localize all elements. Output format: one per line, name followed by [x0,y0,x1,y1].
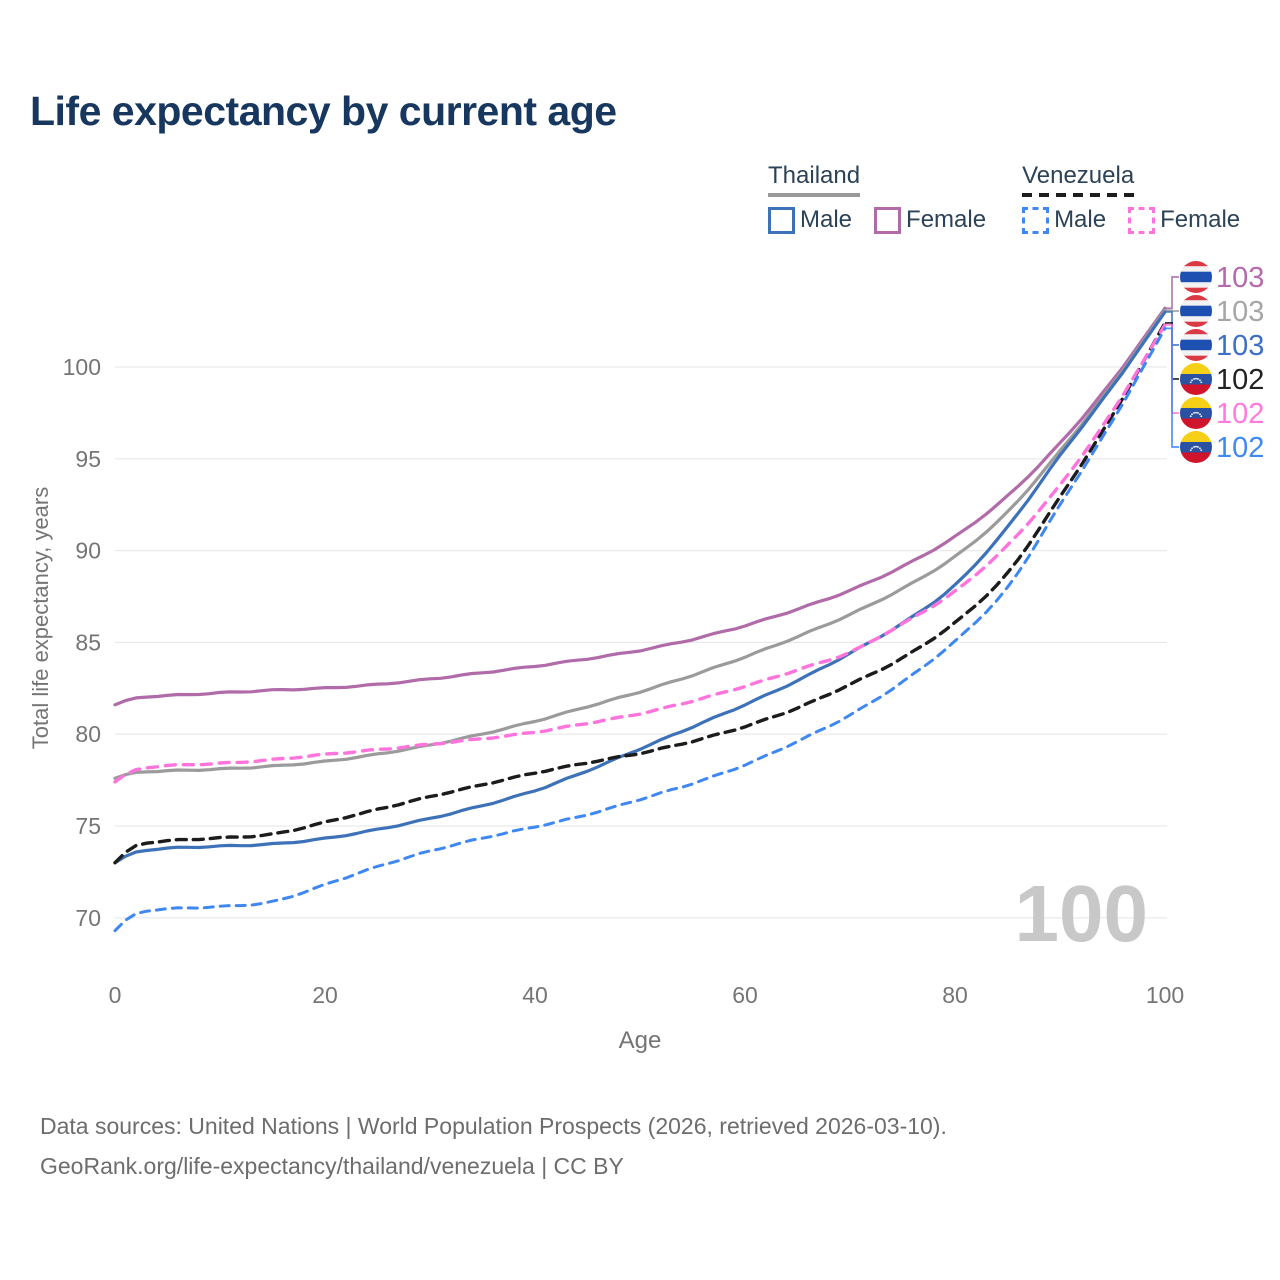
line-thailand-female[interactable] [113,306,1167,707]
legend: Thailand Male Female Venezuela [768,162,1240,234]
line-thailand-male[interactable] [113,310,1167,865]
end-value-label: 103 [1216,330,1264,362]
legend-item-label: Female [1160,206,1241,233]
x-tick-label: 40 [522,982,548,1008]
y-tick-label: 100 [63,354,101,380]
end-value-label: 103 [1216,262,1264,294]
thailand-flag-icon [1180,261,1212,293]
end-value-label: 102 [1216,432,1264,464]
legend-group-venezuela: Venezuela Male Female [1022,162,1240,234]
x-tick-label: 0 [109,982,122,1008]
end-label-leader-line [1165,327,1179,448]
x-tick-label: 80 [942,982,968,1008]
y-tick-label: 70 [75,905,101,931]
footer: Data sources: United Nations | World Pop… [40,1106,947,1186]
x-axis-title: Age [619,1027,662,1054]
attribution-text: GeoRank.org/life-expectancy/thailand/ven… [40,1153,624,1179]
legend-item-label: Female [906,206,987,233]
venezuela-flag-icon [1180,397,1212,429]
thailand-flag-icon [1180,295,1212,327]
legend-item-venezuela-female[interactable]: Female [1128,206,1240,234]
y-tick-label: 85 [75,629,101,655]
hover-age-watermark: 100 [1015,869,1148,958]
end-value-label: 102 [1216,398,1264,430]
legend-item-venezuela-male[interactable]: Male [1022,206,1106,234]
male-dashed-swatch [1022,206,1050,234]
x-tick-label: 60 [732,982,758,1008]
legend-country-label: Thailand [768,162,861,189]
venezuela-flag-icon [1180,431,1212,463]
end-label-leader-line [1165,276,1179,310]
end-label-leader-line [1165,309,1179,312]
thailand-flag-icon [1180,329,1212,361]
y-axis-title: Total life expectancy, years [28,487,53,750]
end-value-label: 102 [1216,364,1264,396]
data-sources-text: Data sources: United Nations | World Pop… [40,1113,947,1139]
line-venezuela-female[interactable] [113,323,1167,784]
venezuela-dashed-line-sample [1022,193,1135,197]
venezuela-flag-icon [1180,363,1212,395]
legend-country-thailand[interactable]: Thailand [768,162,861,197]
legend-item-label: Male [1054,206,1107,233]
line-venezuela-both[interactable] [113,321,1167,865]
female-solid-swatch [874,206,902,234]
y-tick-label: 80 [75,721,101,747]
female-dashed-swatch [1128,206,1156,234]
x-tick-label: 20 [312,982,338,1008]
legend-item-thailand-female[interactable]: Female [874,206,986,234]
x-tick-label: 100 [1146,982,1184,1008]
line-venezuela-male[interactable] [113,326,1167,933]
legend-country-label: Venezuela [1022,162,1135,189]
y-tick-label: 75 [75,813,101,839]
legend-group-thailand: Thailand Male Female [768,162,986,234]
thailand-solid-line-sample [768,193,861,197]
page-title: Life expectancy by current age [30,88,617,134]
y-tick-label: 95 [75,446,101,472]
legend-country-venezuela[interactable]: Venezuela [1022,162,1135,197]
male-solid-swatch [768,206,795,234]
line-thailand-both[interactable] [113,308,1167,780]
y-tick-label: 90 [75,538,101,564]
legend-item-thailand-male[interactable]: Male [768,206,852,234]
end-value-label: 103 [1216,296,1264,328]
legend-item-label: Male [800,206,853,233]
